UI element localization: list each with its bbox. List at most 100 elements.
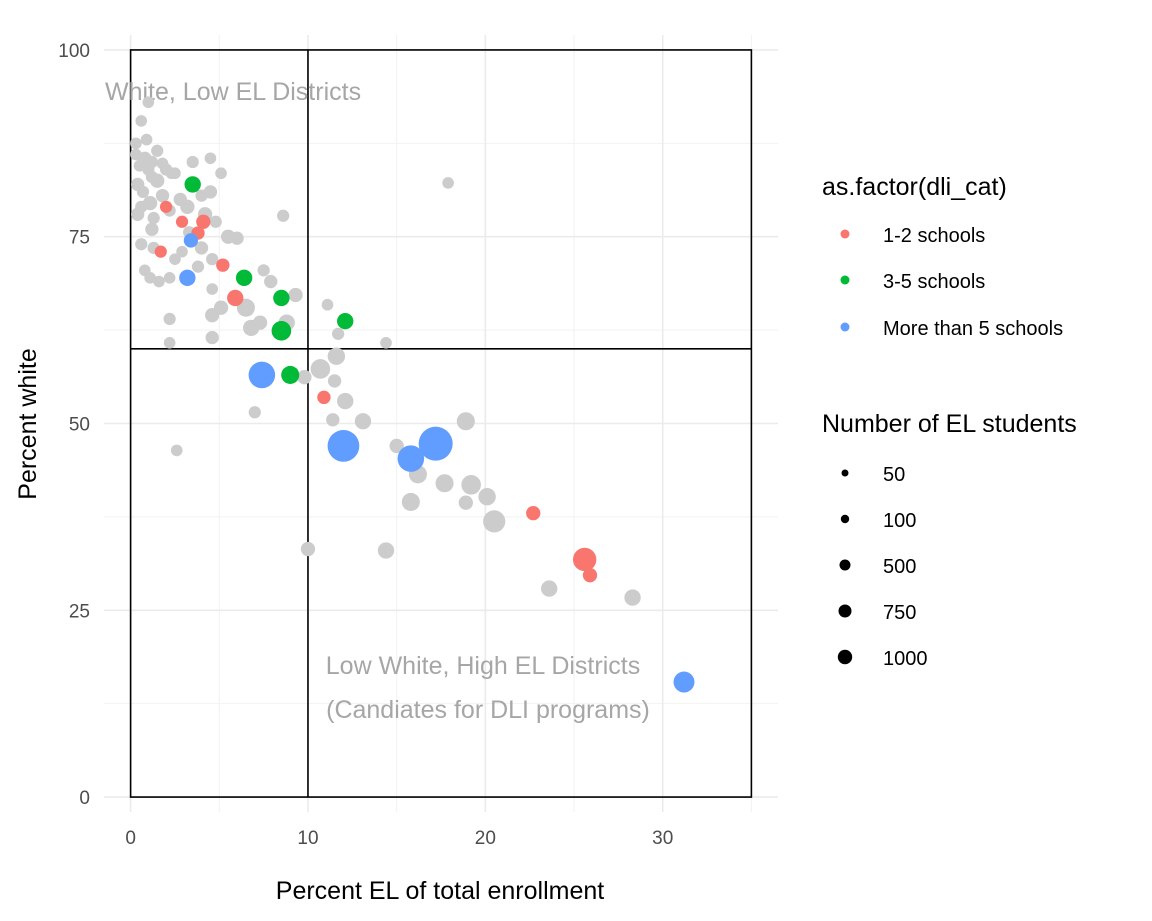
legend-size-label-750: 750	[883, 602, 916, 624]
y-tick-label: 0	[79, 788, 90, 809]
point-none	[458, 495, 473, 510]
x-tick-label: 30	[652, 828, 673, 849]
point-3-5-schools	[184, 176, 201, 193]
point-none	[354, 413, 372, 430]
point-1-2-schools	[317, 390, 331, 405]
point-more-than-5-schools	[248, 361, 276, 389]
point-none	[170, 444, 183, 457]
point-none	[264, 274, 278, 289]
legend-size-label-500: 500	[883, 556, 916, 578]
reference-lines	[129, 49, 753, 798]
y-tick-label: 50	[69, 415, 90, 436]
point-more-than-5-schools	[327, 430, 360, 462]
point-3-5-schools	[281, 365, 300, 384]
legend-size-key-50	[841, 469, 849, 477]
point-none	[140, 133, 153, 146]
x-tick-label: 10	[297, 828, 318, 849]
point-more-than-5-schools	[397, 445, 425, 472]
point-more-than-5-schools	[183, 233, 199, 248]
point-more-than-5-schools	[418, 426, 453, 461]
point-none	[163, 336, 176, 349]
y-tick-label: 75	[69, 228, 90, 249]
point-none	[435, 474, 454, 493]
point-more-than-5-schools	[179, 269, 196, 286]
point-none	[209, 215, 222, 228]
point-3-5-schools	[273, 289, 290, 307]
point-none	[163, 312, 176, 326]
point-none	[230, 231, 244, 245]
x-tick-label: 20	[475, 828, 496, 849]
point-none	[327, 374, 342, 388]
point-none	[257, 264, 270, 277]
y-tick-label: 25	[69, 601, 90, 622]
legend-size-key-750	[838, 604, 852, 618]
data-points	[130, 96, 695, 693]
annotation-bottom-right-line1: Low White, High EL Districts	[326, 652, 640, 680]
point-none	[153, 275, 165, 288]
legend-color: as.factor(dli_cat) 1-2 schools 3-5 schoo…	[822, 173, 1063, 340]
point-none	[389, 438, 404, 454]
legend-key-1-2-schools	[840, 229, 850, 239]
point-none	[163, 271, 176, 284]
point-1-2-schools	[175, 215, 189, 228]
point-1-2-schools	[159, 200, 173, 213]
point-none	[150, 173, 165, 188]
point-1-2-schools	[582, 568, 598, 583]
point-none	[248, 406, 261, 419]
legend-size-key-500	[839, 559, 851, 571]
point-none	[326, 413, 340, 427]
point-1-2-schools	[216, 258, 230, 272]
point-none	[203, 185, 218, 199]
legend-size-title: Number of EL students	[822, 410, 1077, 438]
point-none	[135, 115, 148, 127]
point-more-than-5-schools	[673, 671, 695, 693]
point-none	[478, 488, 496, 506]
point-none	[131, 207, 145, 221]
legend-size-key-1000	[837, 649, 853, 665]
legend-label-more-than-5-schools: More than 5 schools	[883, 318, 1063, 340]
legend-label-1-2-schools: 1-2 schools	[883, 225, 985, 247]
point-none	[327, 347, 346, 365]
point-none	[310, 359, 331, 379]
annotation-bottom-right-line2: (Candiates for DLI programs)	[326, 696, 650, 724]
point-none	[380, 336, 392, 349]
point-1-2-schools	[196, 214, 211, 229]
point-none	[142, 96, 155, 109]
point-1-2-schools	[227, 289, 244, 307]
point-none	[156, 157, 169, 170]
point-none	[144, 271, 156, 284]
point-none	[442, 177, 454, 189]
legend-size-label-50: 50	[883, 464, 905, 486]
point-none	[176, 245, 188, 258]
legend-size-label-1000: 1000	[883, 648, 928, 670]
point-none	[169, 253, 181, 265]
point-none	[136, 185, 150, 199]
point-1-2-schools	[526, 506, 541, 521]
point-none	[151, 144, 164, 157]
point-none	[194, 241, 209, 255]
point-3-5-schools	[235, 269, 253, 286]
point-none	[337, 392, 354, 410]
point-none	[147, 211, 160, 225]
legend-size-label-100: 100	[883, 510, 916, 532]
legend-key-3-5-schools	[840, 275, 850, 285]
point-none	[205, 330, 219, 345]
point-1-2-schools	[154, 245, 167, 258]
reference-box	[129, 49, 753, 798]
y-tick-label: 100	[58, 41, 90, 62]
annotations: White, Low EL Districts Low White, High …	[105, 78, 650, 724]
point-3-5-schools	[337, 312, 354, 330]
legend-label-3-5-schools: 3-5 schools	[883, 271, 985, 293]
y-axis-title: Percent white	[14, 348, 42, 499]
axis-ticks: 0 10 20 30 0 25 50 75 100	[58, 41, 673, 849]
point-none	[297, 370, 312, 385]
point-none	[456, 412, 475, 431]
point-1-2-schools	[572, 547, 597, 572]
point-none	[186, 155, 199, 169]
point-none	[243, 319, 260, 337]
point-none	[191, 260, 205, 273]
point-3-5-schools	[271, 321, 292, 341]
point-none	[206, 283, 219, 295]
point-none	[331, 327, 345, 340]
point-none	[321, 298, 334, 311]
